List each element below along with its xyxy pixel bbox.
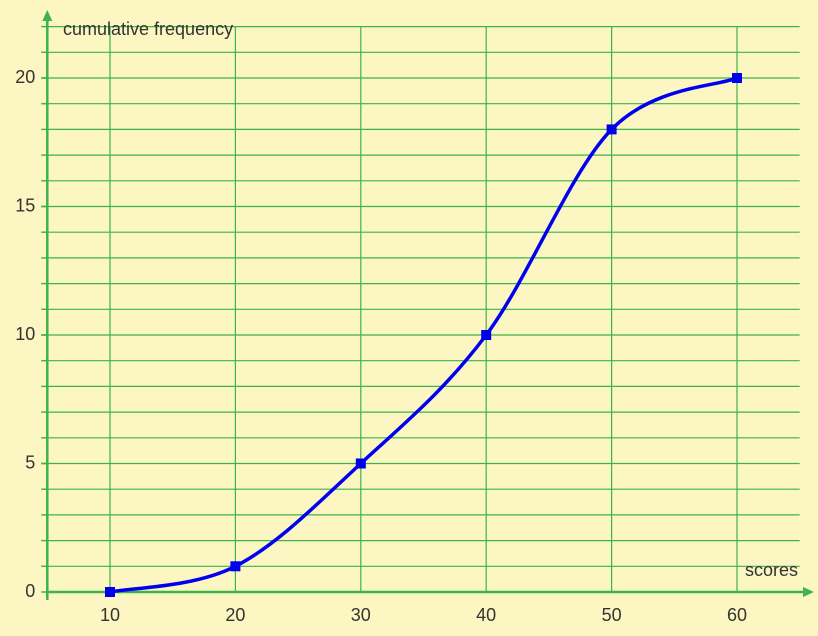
y-tick-label: 0: [25, 581, 35, 601]
y-tick-label: 5: [25, 452, 35, 472]
x-tick-label: 60: [727, 605, 747, 625]
x-tick-label: 20: [225, 605, 245, 625]
point-marker: [606, 124, 617, 135]
x-tick-label: 40: [476, 605, 496, 625]
point-marker: [230, 561, 241, 572]
x-axis-arrow: [803, 587, 814, 597]
y-tick-label: 15: [15, 195, 35, 215]
y-tick-label: 20: [15, 67, 35, 87]
point-marker: [355, 458, 366, 469]
x-tick-label: 10: [100, 605, 120, 625]
y-axis-label: cumulative frequency: [63, 19, 233, 39]
y-axis-arrow: [42, 10, 53, 21]
x-tick-label: 30: [351, 605, 371, 625]
y-tick-label: 10: [15, 324, 35, 344]
point-marker: [481, 330, 492, 340]
point-marker: [732, 73, 742, 83]
point-marker: [105, 587, 115, 597]
x-axis-label: scores: [745, 560, 798, 580]
x-tick-label: 50: [602, 605, 622, 625]
